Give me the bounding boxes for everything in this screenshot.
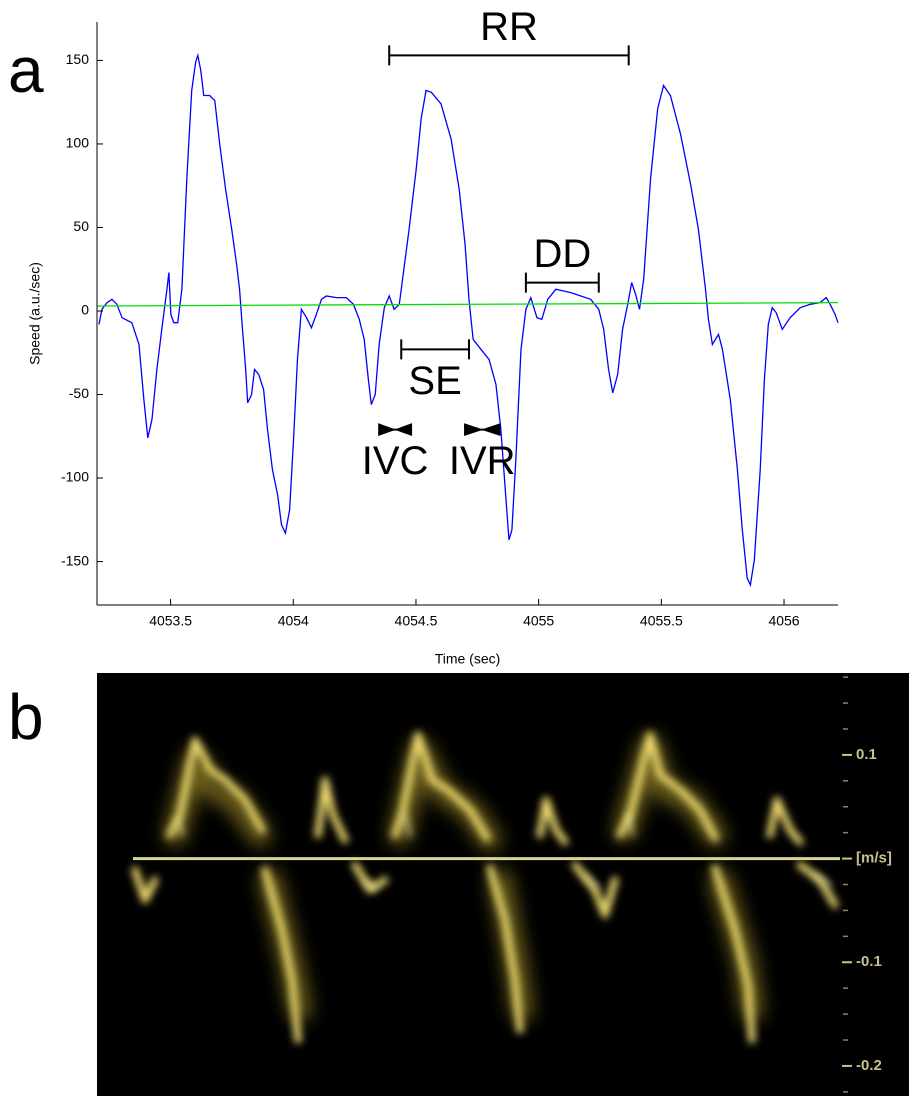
y-tick-label: -150 xyxy=(61,552,89,568)
data-line xyxy=(96,301,839,307)
annotation-label: IVC xyxy=(362,439,429,483)
data-line xyxy=(98,52,839,588)
x-tick-label: 4054 xyxy=(278,613,309,629)
y-tick-label: 100 xyxy=(66,135,90,151)
annotation-bracket xyxy=(524,272,600,293)
y-tick-label: 0 xyxy=(81,302,89,318)
annotation-bracket xyxy=(400,339,470,360)
y-tick-label: 150 xyxy=(66,51,90,67)
annotation-label: IVR xyxy=(449,439,516,483)
annotation-bracket xyxy=(388,45,630,66)
panel-b: b 0.1 [m/s] -0.1 -0.2 xyxy=(8,673,909,1096)
panel-label: b xyxy=(8,681,44,753)
x-tick-label: 4056 xyxy=(768,613,799,629)
scale-tick-label: -0.1 xyxy=(856,953,882,970)
x-tick-label: 4053.5 xyxy=(149,613,192,629)
y-tick-label: 50 xyxy=(73,218,89,234)
annotation-arrows xyxy=(464,423,501,436)
scale-tick-label: -0.2 xyxy=(856,1057,882,1074)
y-tick-label: -100 xyxy=(61,469,89,485)
annotation-label: SE xyxy=(408,359,461,403)
x-axis-label: Time (sec) xyxy=(435,651,501,667)
plot-frame xyxy=(97,22,838,605)
scale-tick-label: [m/s] xyxy=(856,850,892,867)
x-tick-label: 4055 xyxy=(523,613,554,629)
panel-label: a xyxy=(8,34,44,106)
annotation-label: RR xyxy=(480,5,538,49)
y-axis-label: Speed (a.u./sec) xyxy=(27,262,43,365)
x-tick-label: 4054.5 xyxy=(395,613,438,629)
x-tick-label: 4055.5 xyxy=(640,613,683,629)
annotation-label: DD xyxy=(533,232,591,276)
doppler-spectrum xyxy=(131,731,839,1044)
annotation-arrows xyxy=(378,423,413,437)
scale-tick-label: 0.1 xyxy=(856,746,877,763)
panel-a: a -150 -100 -50 0 50 100 150 4053.5 4054 4054.5 405… xyxy=(8,5,839,667)
y-tick-label: -50 xyxy=(69,385,89,401)
